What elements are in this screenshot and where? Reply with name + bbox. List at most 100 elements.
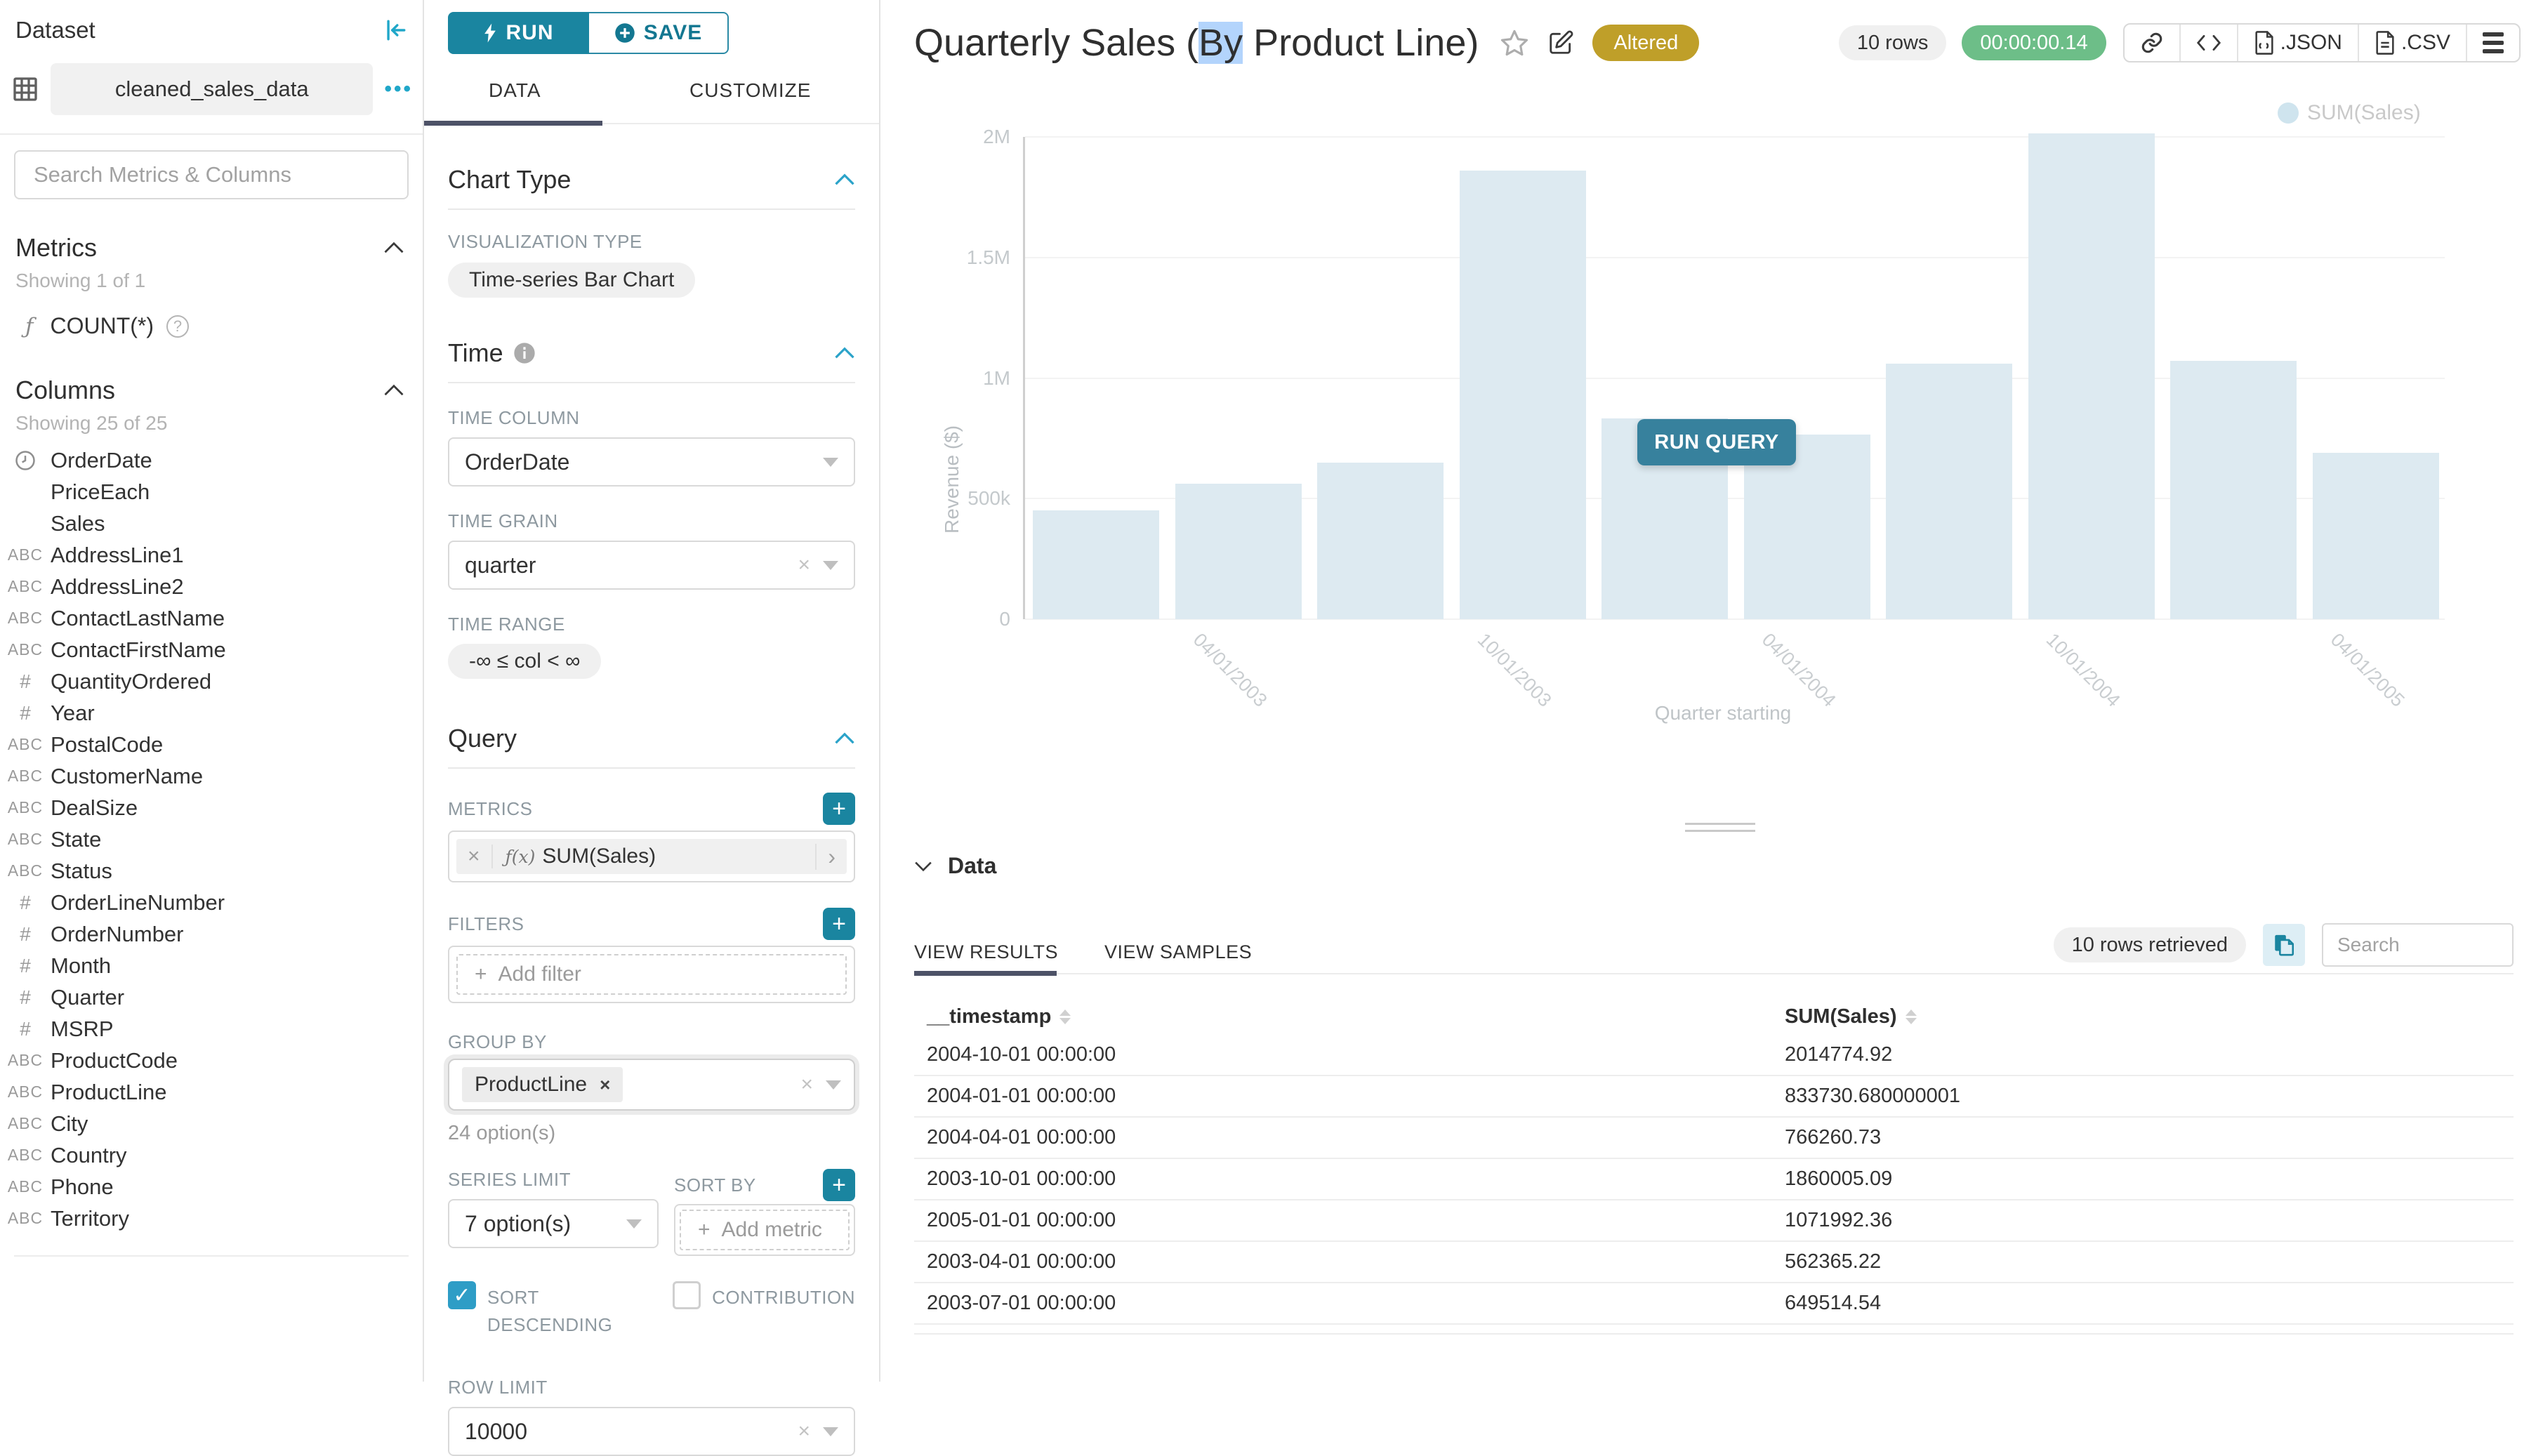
data-panel-collapse-icon[interactable] (914, 860, 932, 873)
column-list-item[interactable]: Sales (0, 508, 423, 539)
sort-descending-checkbox[interactable]: ✓ (448, 1281, 476, 1309)
group-by-select[interactable]: ProductLine × × (448, 1059, 855, 1111)
column-list-item[interactable]: ABC City (0, 1108, 423, 1139)
add-metric-button[interactable]: + (823, 793, 855, 825)
column-list-item[interactable]: # Quarter (0, 981, 423, 1013)
table-row[interactable]: 2003-04-01 00:00:00 562365.22 (914, 1242, 2514, 1283)
columns-collapse-icon[interactable] (383, 383, 404, 397)
column-list-item[interactable]: # QuantityOrdered (0, 666, 423, 697)
column-list-item[interactable]: ABC ProductCode (0, 1045, 423, 1076)
add-filter-button[interactable]: + (823, 908, 855, 940)
clear-icon[interactable]: × (798, 1419, 810, 1443)
column-list-item[interactable]: ABC Territory (0, 1203, 423, 1234)
time-grain-select[interactable]: quarter × (448, 541, 855, 590)
time-range-value[interactable]: -∞ ≤ col < ∞ (448, 644, 602, 679)
add-sort-metric-button[interactable]: + (823, 1169, 855, 1201)
bar-2003-01-01[interactable] (1033, 510, 1160, 619)
collapse-panel-icon[interactable] (383, 18, 407, 42)
panel-resize-handle[interactable] (1685, 823, 1755, 837)
column-list-item[interactable]: ABC CustomerName (0, 760, 423, 792)
column-list-item[interactable]: ABC State (0, 823, 423, 855)
help-icon[interactable]: ? (166, 315, 190, 338)
column-header-sum-sales[interactable]: SUM(Sales) (1785, 1005, 1917, 1028)
chart-title[interactable]: Quarterly Sales (By Product Line) (914, 22, 1479, 64)
column-list-item[interactable]: ABC Status (0, 855, 423, 887)
dataset-name[interactable]: cleaned_sales_data (51, 63, 374, 115)
column-list-item[interactable]: ABC ContactLastName (0, 602, 423, 634)
column-list-item[interactable]: ABC ProductLine (0, 1076, 423, 1108)
bar-2005-01-01[interactable] (2170, 361, 2297, 619)
search-metrics-columns-input[interactable] (14, 150, 409, 199)
column-list-item[interactable]: ABC PostalCode (0, 729, 423, 760)
embed-code-button[interactable] (2179, 25, 2237, 61)
favorite-star-icon[interactable] (1500, 28, 1529, 58)
table-row[interactable]: 2004-01-01 00:00:00 833730.680000001 (914, 1076, 2514, 1118)
export-csv-button[interactable]: .CSV (2357, 25, 2466, 61)
query-collapse-icon[interactable] (834, 732, 855, 746)
metrics-collapse-icon[interactable] (383, 241, 404, 255)
chart-menu-button[interactable] (2466, 25, 2519, 61)
clear-icon[interactable]: × (800, 1073, 813, 1096)
remove-metric-icon[interactable]: × (468, 845, 493, 868)
table-row[interactable]: 2004-10-01 00:00:00 2014774.92 (914, 1035, 2514, 1076)
column-list-item[interactable]: OrderDate (0, 444, 423, 476)
series-limit-select[interactable]: 7 option(s) (448, 1199, 659, 1248)
clear-icon[interactable]: × (798, 553, 810, 576)
run-button[interactable]: RUN (448, 12, 589, 54)
column-list-item[interactable]: PriceEach (0, 476, 423, 508)
bar-2003-04-01[interactable] (1175, 484, 1302, 619)
column-list-item[interactable]: ABC Country (0, 1139, 423, 1171)
dataset-options-icon[interactable]: ••• (384, 77, 413, 100)
table-row[interactable]: 2003-10-01 00:00:00 1860005.09 (914, 1159, 2514, 1200)
column-list-item[interactable]: ABC DealSize (0, 792, 423, 823)
expand-metric-icon[interactable]: › (815, 843, 836, 870)
share-link-button[interactable] (2125, 25, 2179, 61)
column-list-item[interactable]: ABC AddressLine1 (0, 539, 423, 571)
metric-chip[interactable]: × ƒ(x) SUM(Sales) › (456, 839, 847, 874)
tab-customize[interactable]: CUSTOMIZE (689, 79, 812, 101)
table-row[interactable]: 2004-04-01 00:00:00 766260.73 (914, 1118, 2514, 1159)
contribution-checkbox[interactable] (673, 1281, 701, 1309)
bar-2003-07-01[interactable] (1317, 463, 1444, 619)
save-button[interactable]: SAVE (589, 12, 729, 54)
time-column-select[interactable]: OrderDate (448, 437, 855, 487)
row-limit-select[interactable]: 10000 × (448, 1407, 855, 1456)
column-list-item[interactable]: # OrderNumber (0, 918, 423, 950)
chart-main-area: Quarterly Sales (By Product Line) Altere… (882, 0, 2536, 1382)
column-list-item[interactable]: ABC ContactFirstName (0, 634, 423, 666)
bar-2004-10-01[interactable] (2028, 133, 2155, 619)
column-list-item[interactable]: # Month (0, 950, 423, 981)
column-list-item[interactable]: ABC AddressLine2 (0, 571, 423, 602)
run-query-button[interactable]: RUN QUERY (1637, 419, 1796, 465)
edit-title-icon[interactable] (1547, 29, 1574, 56)
copy-data-button[interactable] (2263, 924, 2305, 966)
altered-badge[interactable]: Altered (1592, 25, 1700, 61)
bar-2005-04-01[interactable] (2312, 453, 2439, 619)
metric-item[interactable]: ƒ COUNT(*) ? (0, 292, 423, 339)
column-header-timestamp[interactable]: __timestamp (914, 1005, 1785, 1028)
bar-2003-10-01[interactable] (1459, 171, 1586, 619)
chart-type-collapse-icon[interactable] (834, 173, 855, 187)
group-by-chip[interactable]: ProductLine × (462, 1067, 623, 1102)
table-search-input[interactable] (2322, 923, 2514, 967)
add-filter-dropzone[interactable]: + Add filter (456, 954, 847, 995)
table-row[interactable]: 2003-07-01 00:00:00 649514.54 (914, 1283, 2514, 1325)
tab-view-samples[interactable]: VIEW SAMPLES (1104, 941, 1253, 962)
table-row[interactable]: 2005-01-01 00:00:00 1071992.36 (914, 1200, 2514, 1242)
column-list-item[interactable]: ABC Phone (0, 1171, 423, 1203)
column-list-item[interactable]: # MSRP (0, 1013, 423, 1045)
export-json-button[interactable]: .JSON (2236, 25, 2358, 61)
column-list-item[interactable]: # Year (0, 697, 423, 729)
column-list-item[interactable]: # OrderLineNumber (0, 887, 423, 918)
add-sort-metric-dropzone[interactable]: + Add metric (680, 1210, 850, 1250)
chart-legend[interactable]: SUM(Sales) (2278, 101, 2421, 125)
time-collapse-icon[interactable] (834, 346, 855, 360)
remove-chip-icon[interactable]: × (600, 1073, 611, 1095)
column-name: Phone (51, 1174, 114, 1199)
tab-view-results[interactable]: VIEW RESULTS (914, 941, 1059, 962)
visualization-type-value[interactable]: Time-series Bar Chart (448, 263, 696, 298)
bar-2004-07-01[interactable] (1886, 364, 2013, 619)
tab-data[interactable]: DATA (489, 79, 541, 101)
chart-canvas[interactable]: SUM(Sales) Revenue ($) 0 500k 1M 1.5M 2M 04/… (882, 84, 2536, 853)
info-icon[interactable] (513, 342, 536, 364)
